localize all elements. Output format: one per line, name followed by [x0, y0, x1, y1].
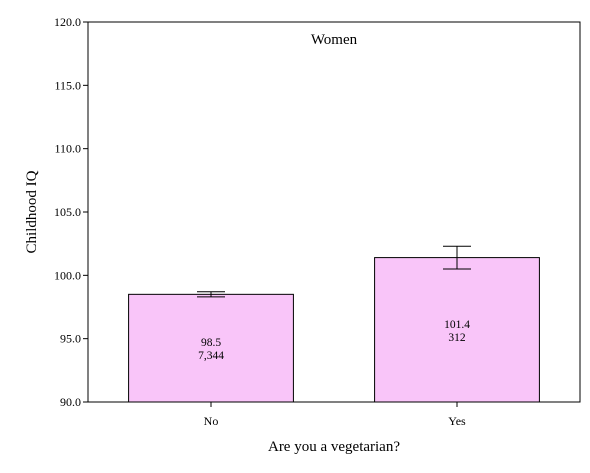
y-axis-title: Childhood IQ [24, 170, 40, 253]
x-axis: No Yes [204, 402, 466, 428]
chart-title: Women [311, 32, 358, 48]
y-tick-label: 115.0 [54, 78, 81, 92]
y-axis: 90.0 95.0 100.0 105.0 110.0 115.0 120.0 [54, 15, 88, 409]
bar-count-label: 7,344 [198, 350, 224, 362]
bar-value-label: 98.5 [201, 337, 221, 349]
y-tick-label: 120.0 [54, 15, 81, 29]
y-tick-label: 95.0 [60, 332, 81, 346]
y-tick-label: 90.0 [60, 395, 81, 409]
y-tick-label: 105.0 [54, 205, 81, 219]
x-axis-title: Are you a vegetarian? [268, 439, 400, 455]
y-tick-label: 110.0 [54, 142, 81, 156]
bar-count-label: 312 [448, 332, 466, 344]
y-tick-label: 100.0 [54, 268, 81, 282]
bar-value-label: 101.4 [444, 319, 470, 331]
x-tick-label: No [204, 414, 219, 428]
bar [374, 257, 540, 403]
x-tick-label: Yes [448, 414, 466, 428]
